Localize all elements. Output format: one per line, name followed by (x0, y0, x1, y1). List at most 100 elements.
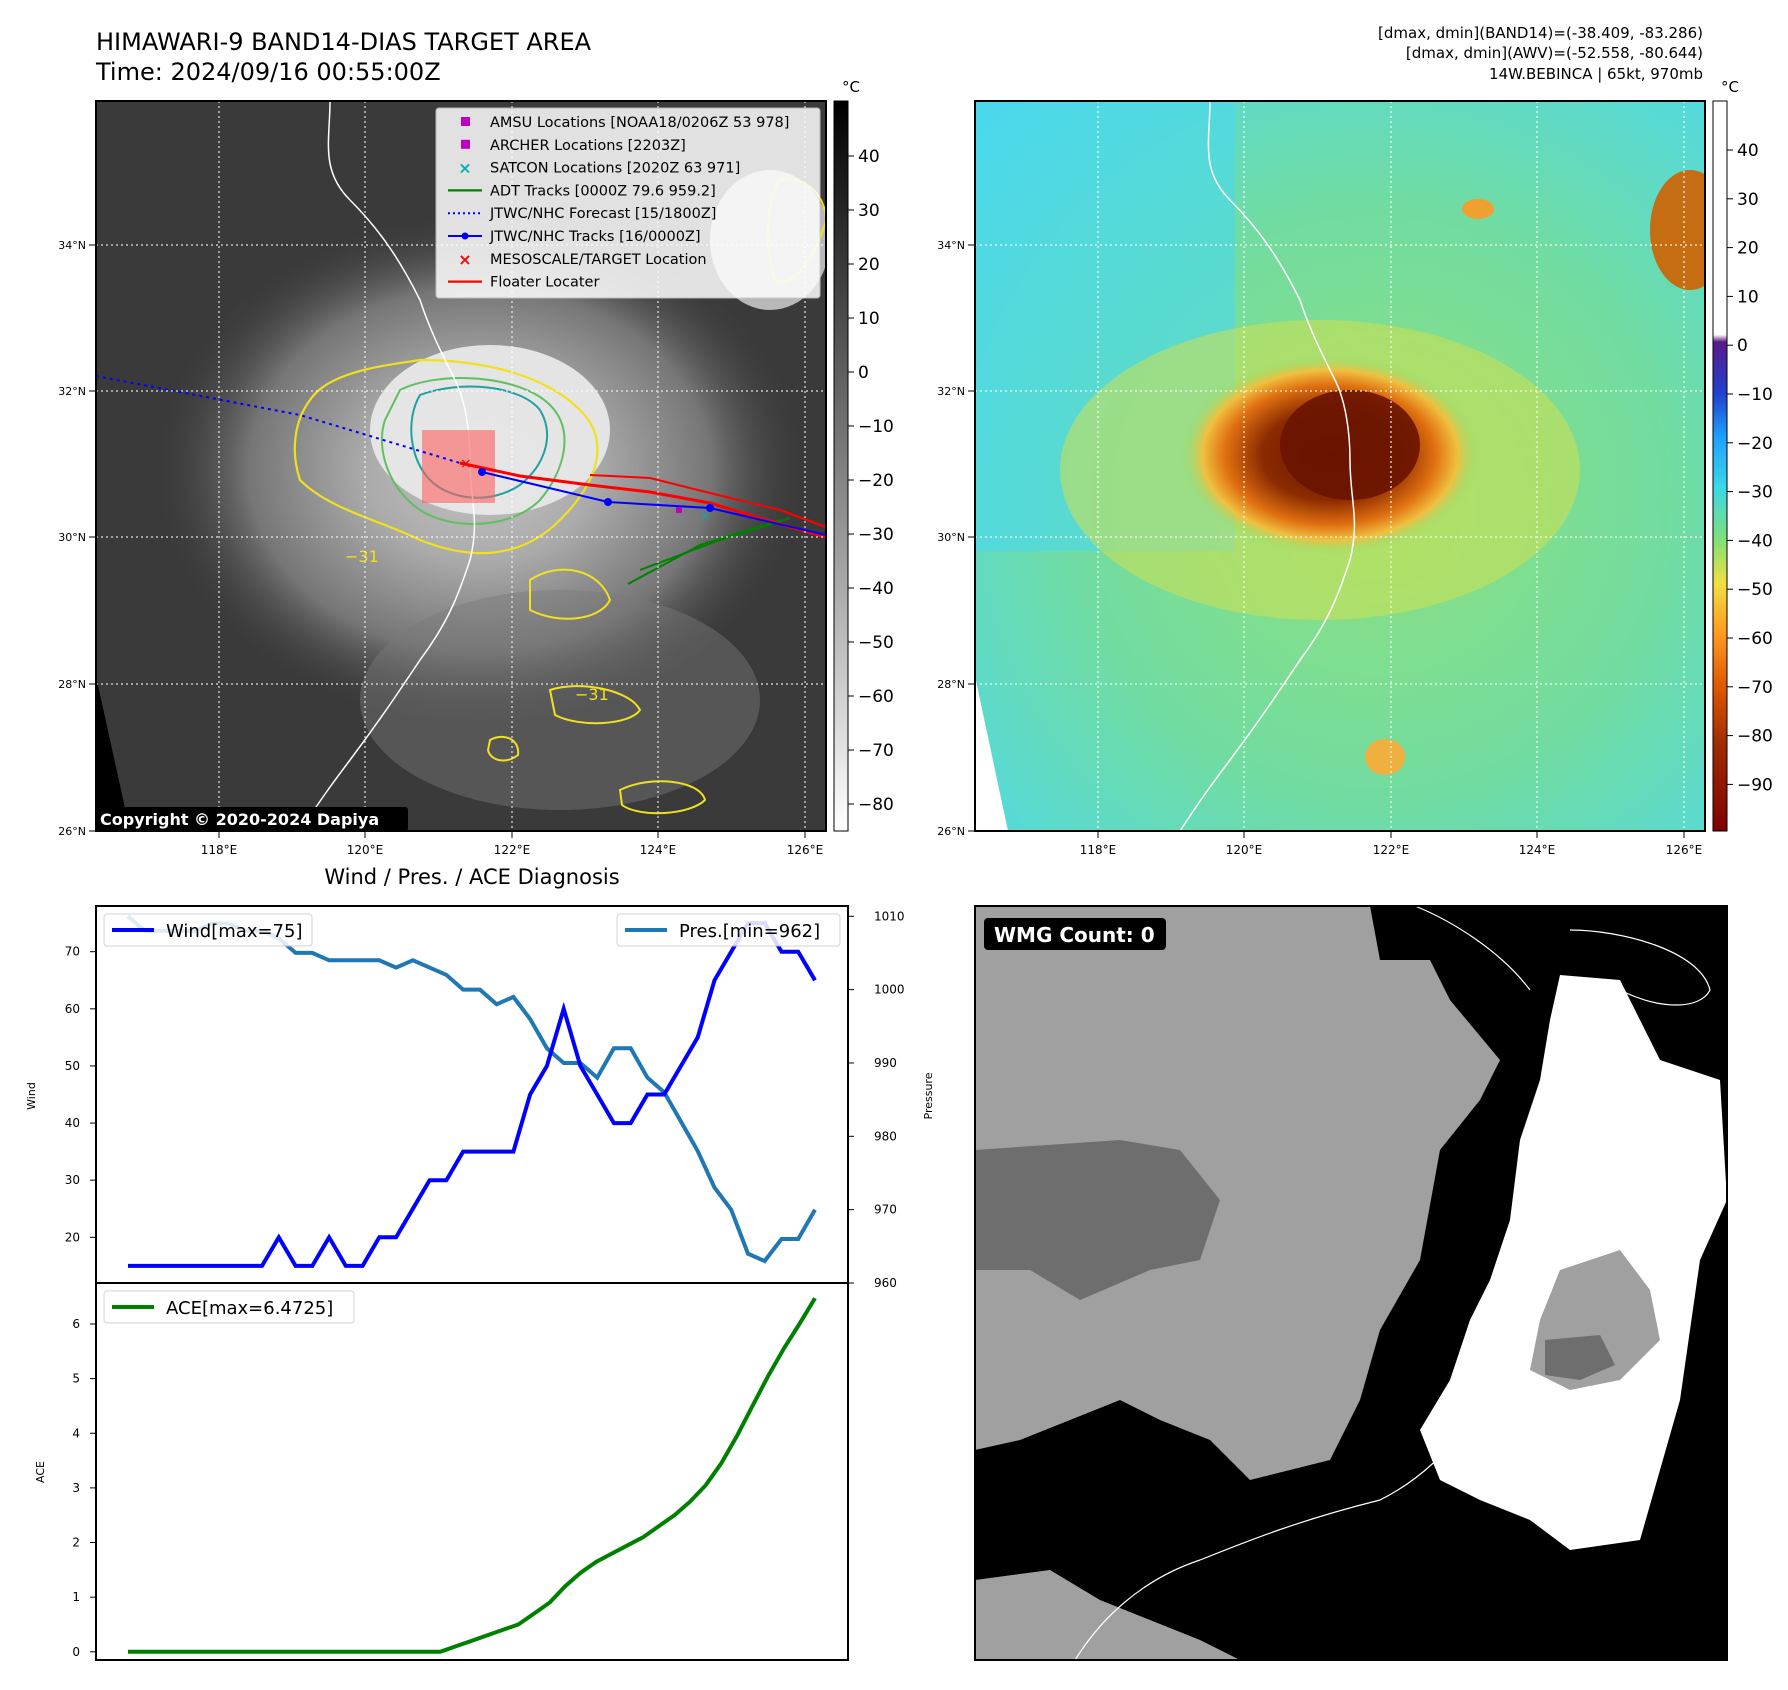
ace-tick-label: 2 (72, 1536, 80, 1550)
ir-contour-green (380, 377, 566, 525)
awv-colorbar-tick-label: 30 (1737, 190, 1759, 210)
ir-lat-tick-label: 30°N (58, 531, 86, 544)
pressure-tick-label: 990 (874, 1056, 897, 1070)
ir-contour-south1 (529, 568, 612, 620)
legend-x-marker: × (458, 250, 471, 269)
ir-lon-tick-label: 122°E (494, 843, 531, 857)
awv-colorbar-tick-label: 10 (1737, 287, 1759, 307)
wmg-bottom-gray (975, 1570, 1240, 1660)
awv-colorbar-tick-label: −30 (1737, 483, 1773, 503)
awv-colorbar-tick-label: −70 (1737, 678, 1773, 698)
ir-south-clouds (360, 590, 760, 810)
ir-no-data-wedge (96, 676, 130, 831)
awv-map-frame (974, 100, 1706, 832)
ir-lon-tick-label: 124°E (640, 843, 677, 857)
awv-lat-tick-label: 34°N (937, 239, 965, 252)
ir-contour-south4 (618, 780, 707, 815)
legend-x-marker: × (458, 159, 471, 178)
ir-legend: AMSU Locations [NOAA18/0206Z 53 978] ARCH… (435, 107, 821, 299)
legend-label: JTWC/NHC Tracks [16/0000Z] (489, 229, 701, 245)
ir-map-frame (95, 100, 827, 832)
pressure-axis-label: Pressure (922, 1072, 935, 1119)
wind-tick-label: 50 (65, 1059, 80, 1073)
diagnosis-title: Wind / Pres. / ACE Diagnosis (324, 865, 619, 889)
ir-lon-tick-label: 126°E (787, 843, 824, 857)
awv-coastline (1179, 101, 1356, 831)
awv-small-feature-2 (1365, 739, 1405, 775)
ace-legend-label: ACE[max=6.4725] (166, 1298, 333, 1319)
floater-locater-track-2 (589, 474, 826, 528)
wmg-count-label: WMG Count: 0 (994, 923, 1155, 947)
awv-colorbar-tick-label: −90 (1737, 775, 1773, 795)
legend-label: JTWC/NHC Forecast [15/1800Z] (489, 206, 716, 222)
copyright-text: Copyright © 2020-2024 Dapiya (100, 810, 379, 829)
legend-label: ARCHER Locations [2203Z] (490, 138, 686, 154)
amsu-marker (676, 507, 682, 513)
awv-small-feature-1 (1462, 199, 1494, 219)
wmg-coastline (1074, 1419, 1471, 1661)
figure-title-line2: Time: 2024/09/16 00:55:00Z (95, 58, 441, 86)
ir-contour-south2 (548, 685, 642, 725)
awv-lat-tick-label: 26°N (937, 825, 965, 838)
ir-colorbar-tick-label: −70 (858, 741, 894, 761)
pressure-legend-label: Pres.[min=962] (679, 921, 820, 942)
ir-contour-label-2: −31 (575, 685, 609, 704)
wind-axis-label: Wind (25, 1082, 38, 1110)
ir-colorbar-tick-label: −50 (858, 633, 894, 653)
pressure-legend-box (616, 913, 841, 947)
ir-contour-yellow (293, 358, 599, 555)
ir-colorbar-tick-label: −60 (858, 687, 894, 707)
pressure-legend: Pres.[min=962] (616, 913, 841, 947)
jtwc-track-point-2 (604, 498, 612, 506)
awv-no-data-wedge (975, 676, 1008, 831)
stats-line3: 14W.BEBINCA | 65kt, 970mb (1489, 65, 1703, 83)
wmg-frame (974, 905, 1728, 1661)
awv-colorbar-tick-label: 20 (1737, 239, 1759, 259)
pressure-tick-label: 970 (874, 1203, 897, 1217)
wind-series-line (128, 921, 817, 1268)
wind-pressure-chart: 20 30 40 50 60 70 960 970 980 990 1000 1010 Wind P… (25, 905, 935, 1290)
ir-lon-tick-label: 120°E (347, 843, 384, 857)
ir-colorbar (833, 100, 849, 832)
ir-colorbar-tick-label: −20 (858, 471, 894, 491)
ace-tick-label: 5 (72, 1372, 80, 1386)
awv-lat-tick-label: 30°N (937, 531, 965, 544)
legend-square-marker (461, 139, 470, 149)
stats-line1: [dmax, dmin](BAND14)=(-38.409, -83.286) (1378, 24, 1703, 42)
awv-lon-tick-label: 120°E (1226, 843, 1263, 857)
stats-line2: [dmax, dmin](AWV)=(-52.558, -80.644) (1406, 44, 1703, 62)
legend-label: SATCON Locations [2020Z 63 971] (490, 161, 740, 177)
jtwc-track-point-3 (706, 504, 714, 512)
target-location-marker: × (460, 456, 472, 472)
ir-contour-label-1: −31 (345, 547, 379, 566)
pressure-tick-label: 1010 (874, 909, 905, 923)
ir-colorbar-tick-label: −40 (858, 579, 894, 599)
ace-tick-label: 1 (72, 1590, 80, 1604)
wind-tick-label: 20 (65, 1230, 80, 1244)
wmg-gray-region (975, 906, 1500, 1480)
satcon-marker: × (700, 509, 710, 523)
ace-series-line (128, 1297, 817, 1654)
adt-track-2 (639, 517, 791, 571)
ir-colorbar-tick-label: 40 (858, 147, 880, 167)
floater-box (422, 430, 495, 503)
ir-colorbar-tick-label: −30 (858, 525, 894, 545)
ir-lat-tick-label: 32°N (58, 385, 86, 398)
wind-tick-label: 70 (65, 945, 80, 959)
wmg-dark-region (975, 1140, 1220, 1300)
legend-square-marker (461, 117, 470, 126)
legend-label: MESOSCALE/TARGET Location (490, 252, 707, 268)
awv-lon-tick-label: 126°E (1666, 843, 1703, 857)
ir-colorbar-tick-label: 20 (858, 255, 880, 275)
wind-pressure-frame (95, 905, 849, 1284)
awv-colorbar-tick-label: −50 (1737, 580, 1773, 600)
ir-colorbar-tick-label: 30 (858, 201, 880, 221)
awv-colorbar (1712, 100, 1728, 832)
wind-legend-label: Wind[max=75] (166, 921, 303, 942)
ir-legend-box (435, 107, 821, 299)
awv-lon-tick-label: 118°E (1080, 843, 1117, 857)
awv-lat-tick-label: 32°N (937, 385, 965, 398)
wmg-inner-dark (1545, 1335, 1615, 1380)
awv-east-feature (1650, 170, 1705, 290)
legend-label: Floater Locater (490, 275, 599, 291)
